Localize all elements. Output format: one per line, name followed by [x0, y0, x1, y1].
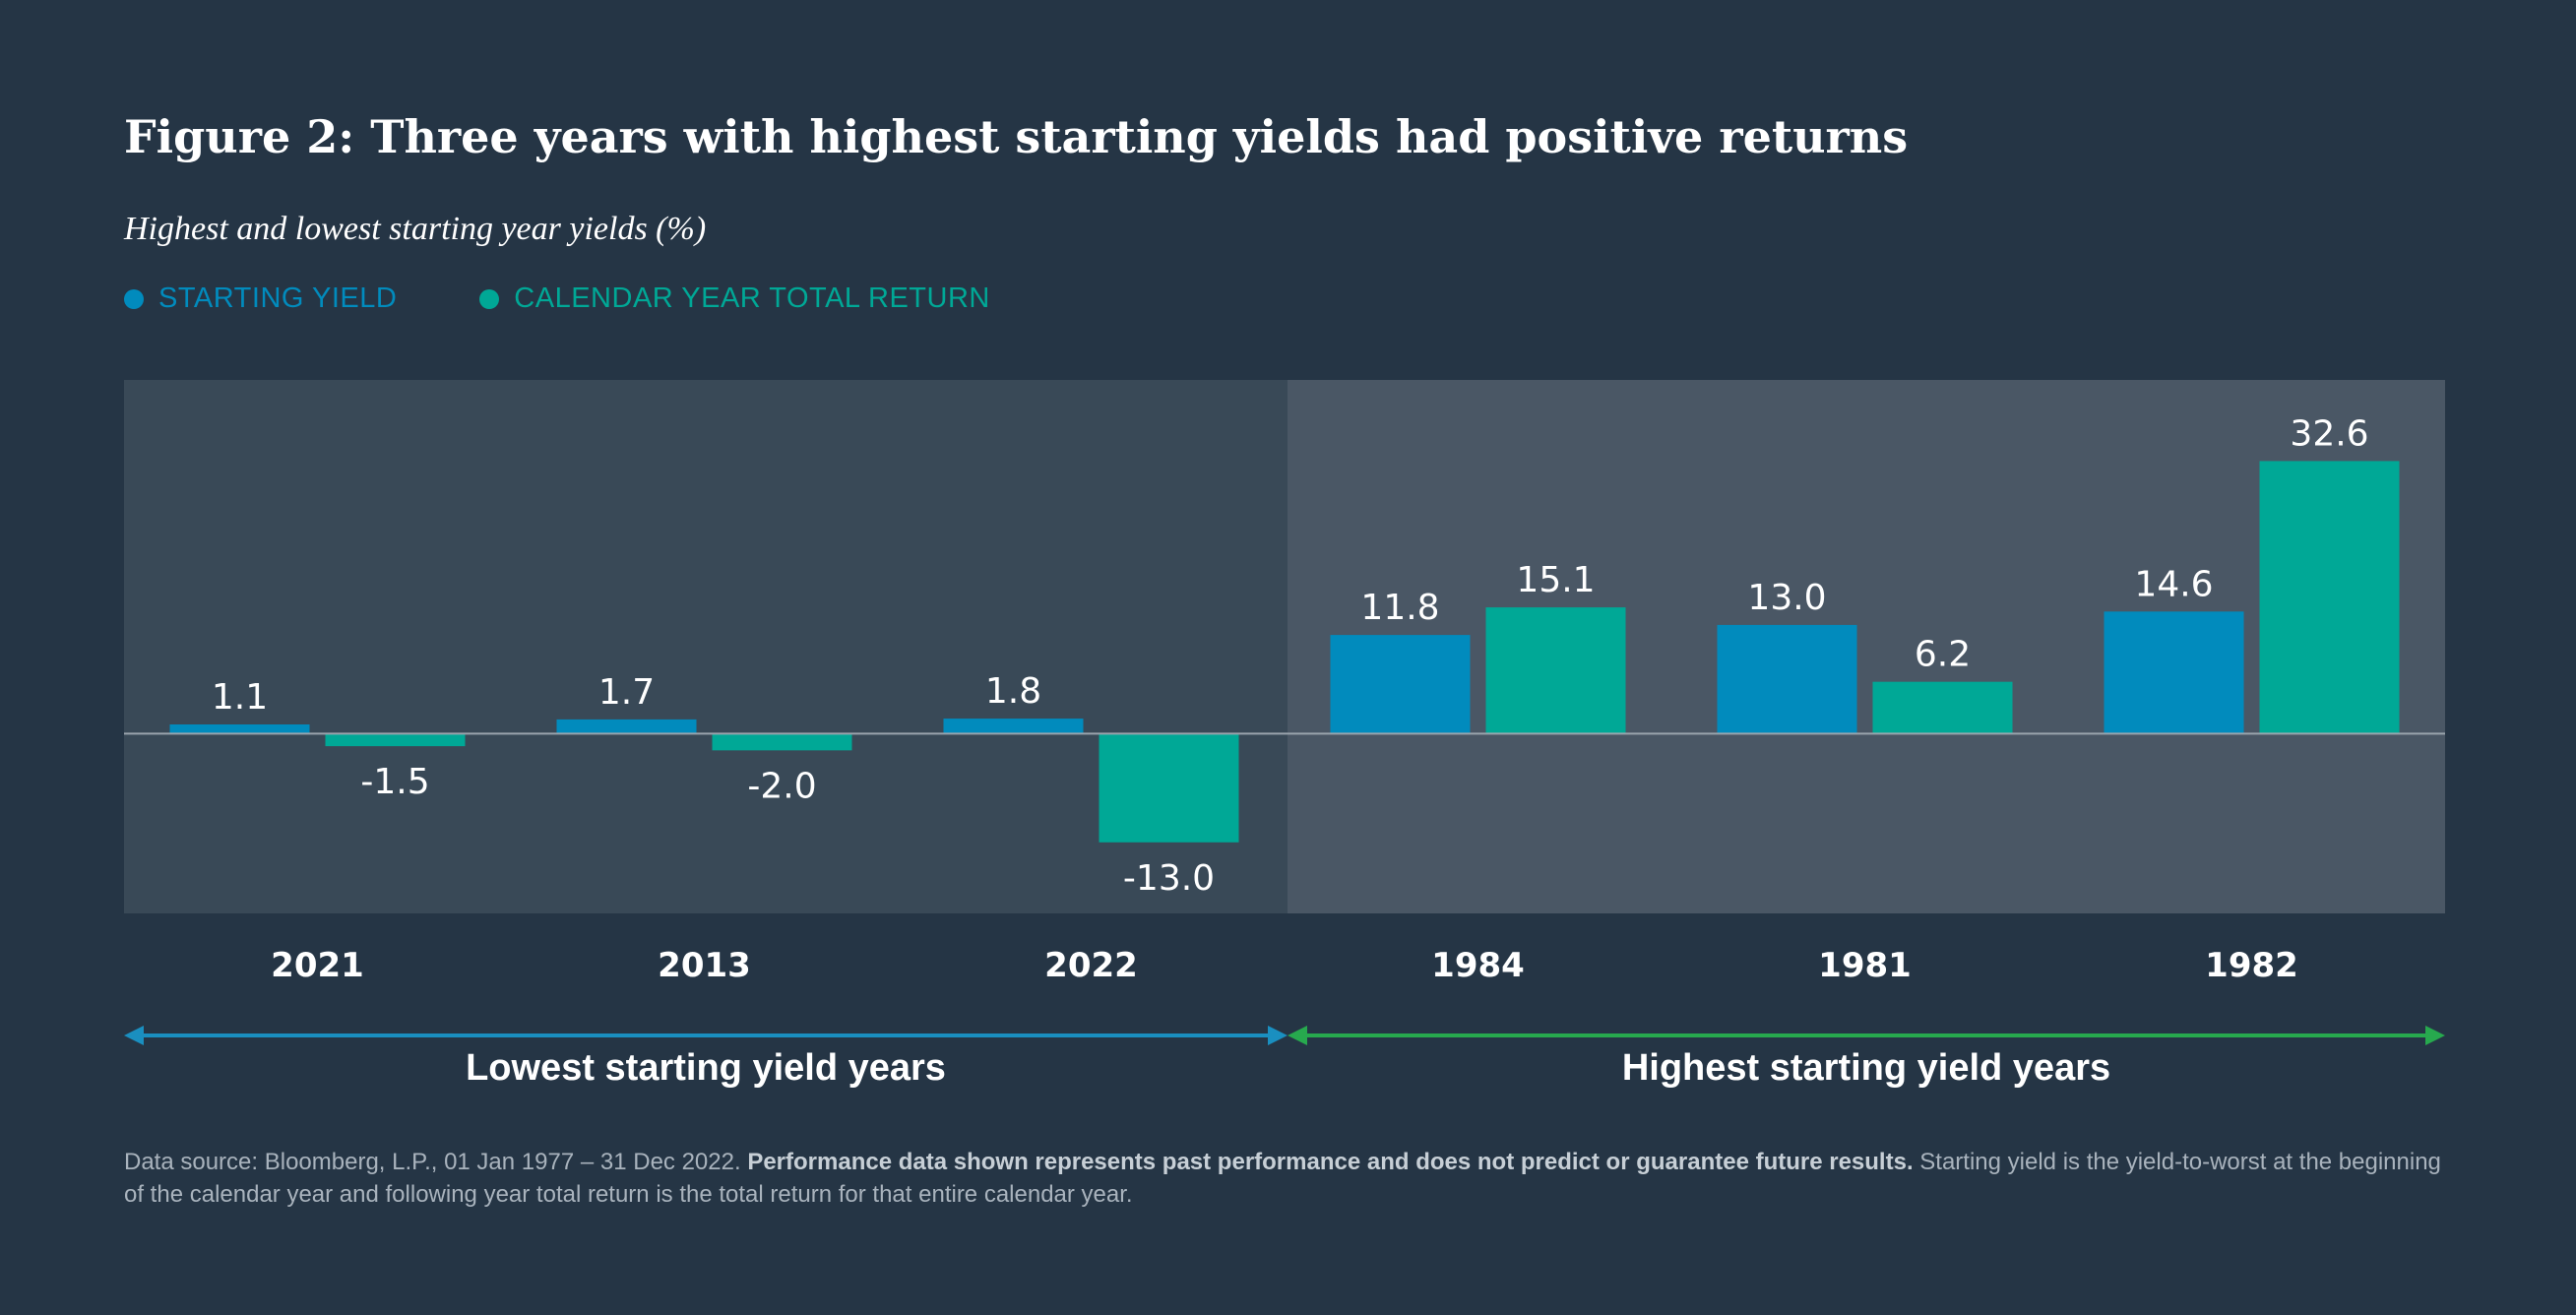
- x-tick-label-1984: 1984: [1431, 946, 1525, 985]
- bar-total-return-1981: [1872, 681, 2013, 734]
- bar-starting-yield-1982: [2104, 611, 2244, 734]
- data-label-starting-yield-1981: 13.0: [1747, 578, 1826, 618]
- legend: STARTING YIELD CALENDAR YEAR TOTAL RETUR…: [124, 282, 1073, 315]
- x-tick-label-2021: 2021: [271, 946, 364, 985]
- data-label-starting-yield-2013: 1.7: [598, 672, 655, 713]
- chart-subtitle: Highest and lowest starting year yields …: [124, 211, 707, 247]
- x-tick-label-1981: 1981: [1818, 946, 1912, 985]
- chart-title: Figure 2: Three years with highest start…: [124, 110, 1909, 163]
- data-label-starting-yield-2021: 1.1: [212, 677, 268, 718]
- bar-starting-yield-1984: [1330, 635, 1471, 734]
- data-label-total-return-2022: -13.0: [1123, 858, 1215, 899]
- footnote-disclaimer: Performance data shown represents past p…: [747, 1149, 1914, 1175]
- footnote-definition: Starting yield is the yield-to-worst at …: [124, 1149, 2441, 1208]
- legend-label-starting-yield: STARTING YIELD: [158, 282, 398, 314]
- bar-chart: 1.1 -1.5 2021 1.7 -2.0 2013 1.8 -13.0 2022 11.8 15…: [124, 380, 2445, 1089]
- bar-starting-yield-1981: [1717, 624, 1857, 734]
- data-label-starting-yield-1984: 11.8: [1360, 588, 1439, 628]
- panel-highest-yield: [1288, 380, 2445, 913]
- bar-total-return-1984: [1485, 607, 1626, 734]
- group-label-lowest: Lowest starting yield years: [466, 1047, 946, 1089]
- group-arrowhead-right-lowest: [1268, 1026, 1288, 1045]
- group-arrowhead-left-lowest: [124, 1026, 144, 1045]
- legend-item-total-return: CALENDAR YEAR TOTAL RETURN: [479, 282, 990, 315]
- panel-lowest-yield: [124, 380, 1288, 913]
- group-label-highest: Highest starting yield years: [1622, 1047, 2110, 1089]
- bar-starting-yield-2022: [943, 719, 1084, 734]
- bar-total-return-1982: [2259, 461, 2400, 734]
- x-tick-label-1982: 1982: [2205, 946, 2298, 985]
- legend-label-total-return: CALENDAR YEAR TOTAL RETURN: [514, 282, 990, 314]
- group-arrowhead-left-highest: [1288, 1026, 1307, 1045]
- data-label-starting-yield-1982: 14.6: [2134, 564, 2213, 604]
- data-label-total-return-1984: 15.1: [1516, 560, 1595, 600]
- data-label-starting-yield-2022: 1.8: [985, 671, 1041, 712]
- x-tick-label-2013: 2013: [658, 946, 751, 985]
- legend-dot-total-return: [479, 288, 500, 309]
- data-label-total-return-2021: -1.5: [360, 762, 429, 802]
- data-label-total-return-1982: 32.6: [2290, 413, 2368, 454]
- bar-total-return-2021: [325, 733, 466, 747]
- bar-starting-yield-2013: [556, 719, 697, 734]
- legend-item-starting-yield: STARTING YIELD: [124, 282, 397, 315]
- bar-starting-yield-2021: [169, 724, 310, 734]
- legend-dot-starting-yield: [124, 288, 144, 309]
- bar-total-return-2022: [1099, 733, 1239, 843]
- footnote: Data source: Bloomberg, L.P., 01 Jan 197…: [124, 1146, 2447, 1211]
- data-label-total-return-2013: -2.0: [747, 766, 816, 806]
- bar-total-return-2013: [712, 733, 852, 751]
- x-tick-label-2022: 2022: [1044, 946, 1138, 985]
- data-label-total-return-1981: 6.2: [1915, 635, 1971, 675]
- group-arrowhead-right-highest: [2425, 1026, 2445, 1045]
- footnote-source: Data source: Bloomberg, L.P., 01 Jan 197…: [124, 1149, 741, 1175]
